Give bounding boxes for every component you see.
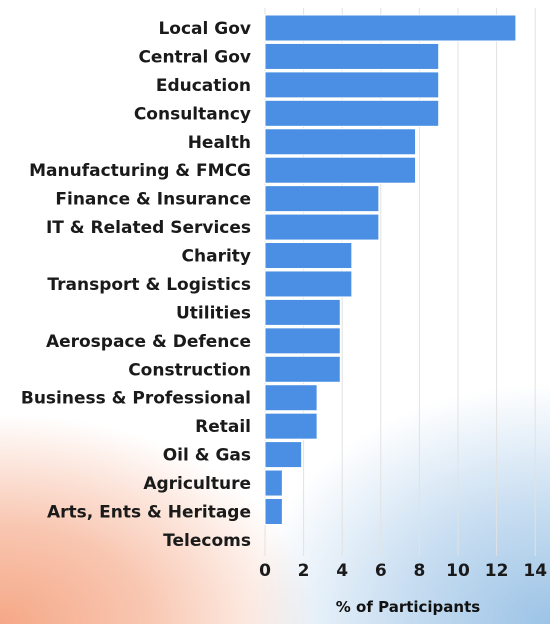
- x-axis-title: % of Participants: [336, 598, 480, 616]
- bar-construction: [264, 355, 341, 383]
- category-label: Arts, Ents & Heritage: [47, 502, 251, 522]
- x-tick-label: 8: [413, 561, 425, 581]
- category-label: IT & Related Services: [46, 218, 251, 238]
- bar-utilities: [264, 298, 341, 326]
- bar-charity: [264, 242, 353, 270]
- bar-local-gov: [264, 14, 517, 42]
- category-label: Agriculture: [143, 474, 251, 494]
- category-label: Oil & Gas: [163, 446, 251, 466]
- bar-agriculture: [264, 469, 283, 497]
- category-label: Business & Professional: [21, 389, 251, 409]
- category-label: Education: [156, 76, 251, 96]
- category-label: Health: [188, 133, 251, 153]
- category-label: Retail: [195, 417, 251, 437]
- bar-education: [264, 71, 440, 99]
- category-label: Consultancy: [134, 104, 251, 124]
- bar-central-gov: [264, 42, 440, 70]
- bar-arts-ents-heritage: [264, 497, 283, 525]
- x-tick-label: 2: [298, 561, 310, 581]
- category-label: Construction: [128, 360, 251, 380]
- bar-consultancy: [264, 99, 440, 127]
- bar-finance-insurance: [264, 185, 380, 213]
- bar-retail: [264, 412, 318, 440]
- category-label: Manufacturing & FMCG: [29, 161, 251, 181]
- x-tick-label: 6: [375, 561, 387, 581]
- category-label: Utilities: [176, 303, 251, 323]
- category-label: Transport & Logistics: [47, 275, 251, 295]
- x-tick-label: 12: [485, 561, 509, 581]
- x-tick-label: 4: [336, 561, 348, 581]
- category-label: Aerospace & Defence: [46, 332, 251, 352]
- category-label: Telecoms: [163, 531, 251, 551]
- x-tick-labels: 0 2 4 6 8 10 12 14: [259, 561, 547, 581]
- bar-it-related-services: [264, 213, 380, 241]
- bar-transport-logistics: [264, 270, 353, 298]
- bars: [264, 14, 517, 525]
- category-label: Charity: [182, 247, 251, 267]
- category-label: Finance & Insurance: [55, 190, 251, 210]
- category-label: Central Gov: [138, 47, 251, 67]
- category-labels: Local Gov Central Gov Education Consultancy…: [21, 19, 251, 551]
- x-tick-label: 0: [259, 561, 271, 581]
- bar-oil-gas: [264, 441, 303, 469]
- bar-aerospace-defence: [264, 327, 341, 355]
- x-tick-label: 14: [523, 561, 547, 581]
- x-tick-label: 10: [446, 561, 470, 581]
- category-label: Local Gov: [158, 19, 251, 39]
- bar-business-professional: [264, 384, 318, 412]
- bar-health: [264, 128, 417, 156]
- bar-manufacturing-fmcg: [264, 156, 417, 184]
